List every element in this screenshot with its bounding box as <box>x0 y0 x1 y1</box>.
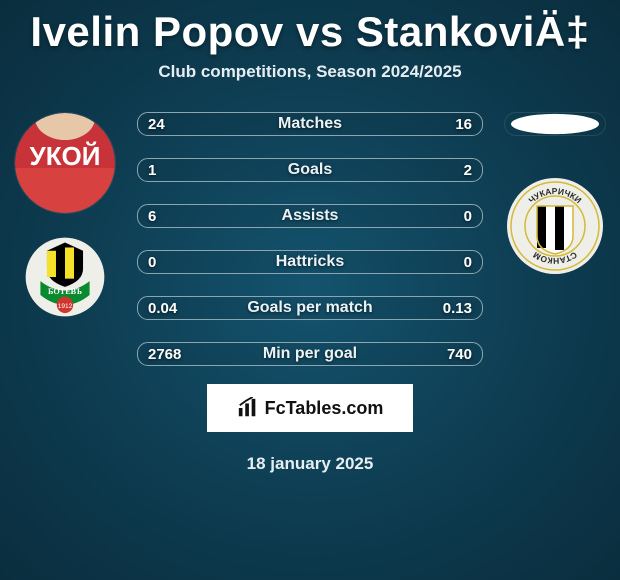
stats-bars: 24 Matches 16 1 Goals 2 6 Assists 0 0 Ha… <box>137 112 483 366</box>
stat-left-value: 2768 <box>148 346 181 363</box>
svg-text:1912: 1912 <box>58 303 73 310</box>
stat-right-value: 0 <box>464 254 472 271</box>
stat-label: Goals <box>138 161 482 179</box>
page-title: Ivelin Popov vs StankoviÄ‡ <box>0 0 620 56</box>
right-player-photo <box>504 112 606 136</box>
svg-text:УКОЙ: УКОЙ <box>30 141 101 171</box>
stat-label: Matches <box>138 115 482 133</box>
svg-text:БОТЕВЪ: БОТЕВЪ <box>48 287 82 296</box>
stat-row: 0.04 Goals per match 0.13 <box>137 296 483 320</box>
comparison-content: УКОЙ БОТЕВЪ 1912 <box>0 112 620 474</box>
page-subtitle: Club competitions, Season 2024/2025 <box>0 62 620 82</box>
fctables-brand: FcTables.com <box>207 384 413 432</box>
stat-label: Min per goal <box>138 345 482 363</box>
stat-right-value: 16 <box>455 116 472 133</box>
brand-text: FcTables.com <box>265 398 384 419</box>
stat-left-value: 0 <box>148 254 156 271</box>
chart-icon <box>237 397 259 419</box>
stat-label: Assists <box>138 207 482 225</box>
left-club-badge: БОТЕВЪ 1912 <box>24 236 106 318</box>
date-text: 18 january 2025 <box>0 454 620 474</box>
left-player-column: УКОЙ БОТЕВЪ 1912 <box>5 112 125 318</box>
stat-right-value: 2 <box>464 162 472 179</box>
stat-left-value: 1 <box>148 162 156 179</box>
stat-row: 0 Hattricks 0 <box>137 250 483 274</box>
stat-label: Hattricks <box>138 253 482 271</box>
stat-right-value: 740 <box>447 346 472 363</box>
stat-left-value: 24 <box>148 116 165 133</box>
stat-label: Goals per match <box>138 299 482 317</box>
stat-left-value: 6 <box>148 208 156 225</box>
stat-right-value: 0.13 <box>443 300 472 317</box>
stat-left-value: 0.04 <box>148 300 177 317</box>
stat-row: 2768 Min per goal 740 <box>137 342 483 366</box>
stat-row: 24 Matches 16 <box>137 112 483 136</box>
stat-right-value: 0 <box>464 208 472 225</box>
right-club-badge: ЧУКАРИЧКИ СТАНКОМ <box>505 176 605 276</box>
left-player-photo: УКОЙ <box>14 112 116 214</box>
stat-row: 6 Assists 0 <box>137 204 483 228</box>
stat-row: 1 Goals 2 <box>137 158 483 182</box>
right-player-column: ЧУКАРИЧКИ СТАНКОМ <box>495 112 615 276</box>
